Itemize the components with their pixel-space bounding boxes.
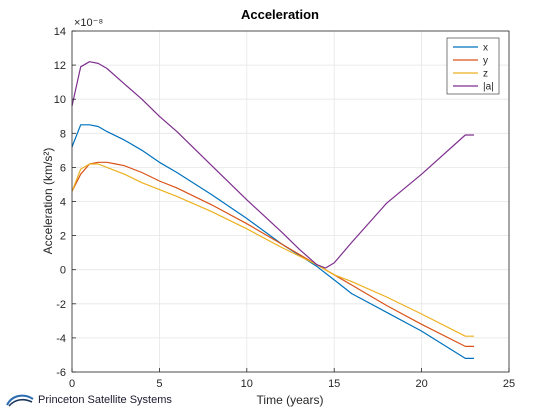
series-group [71, 61, 474, 359]
y-tick-label: 0 [60, 265, 66, 277]
legend-label: y [483, 56, 488, 67]
legend-label: |a| [483, 82, 494, 93]
x-tick-label: 25 [503, 378, 515, 390]
y-tick-label: 12 [54, 60, 66, 72]
series-line-2 [71, 161, 474, 347]
princeton-satellite-logo-icon [6, 394, 34, 407]
series-line-3 [71, 163, 474, 337]
y-exponent-label: ×10⁻⁸ [74, 17, 103, 29]
y-tick-label: 8 [60, 128, 66, 140]
x-tick-label: 5 [156, 378, 162, 390]
y-tick-label: 6 [60, 162, 66, 174]
y-axis-label: Acceleration (km/s²) [41, 148, 55, 255]
x-tick-label: 10 [241, 378, 253, 390]
y-tick-label: 14 [54, 26, 66, 38]
x-tick-label: 0 [69, 378, 75, 390]
y-tick-label: -4 [56, 333, 66, 345]
branding: Princeton Satellite Systems [6, 393, 172, 407]
y-tick-label: -6 [56, 367, 66, 379]
y-tick-label: 4 [60, 197, 66, 209]
y-tick-label: 10 [54, 94, 66, 106]
legend-label: x [483, 43, 488, 54]
branding-text: Princeton Satellite Systems [38, 394, 172, 406]
legend: xyz |a| [446, 37, 500, 95]
chart-title: Acceleration [241, 7, 319, 22]
ticks: 0 5 10 15 20 25 -6 -4 -2 0 2 4 6 8 10 12 14 [54, 26, 515, 390]
x-tick-label: 15 [328, 378, 340, 390]
series-line-1 [71, 124, 474, 359]
y-tick-label: 2 [60, 231, 66, 243]
x-axis-label: Time (years) [257, 393, 324, 407]
grid [71, 30, 510, 373]
x-tick-label: 20 [415, 378, 427, 390]
series-line-4 [71, 61, 474, 269]
legend-label: z [483, 69, 488, 80]
y-tick-label: -2 [56, 299, 66, 311]
